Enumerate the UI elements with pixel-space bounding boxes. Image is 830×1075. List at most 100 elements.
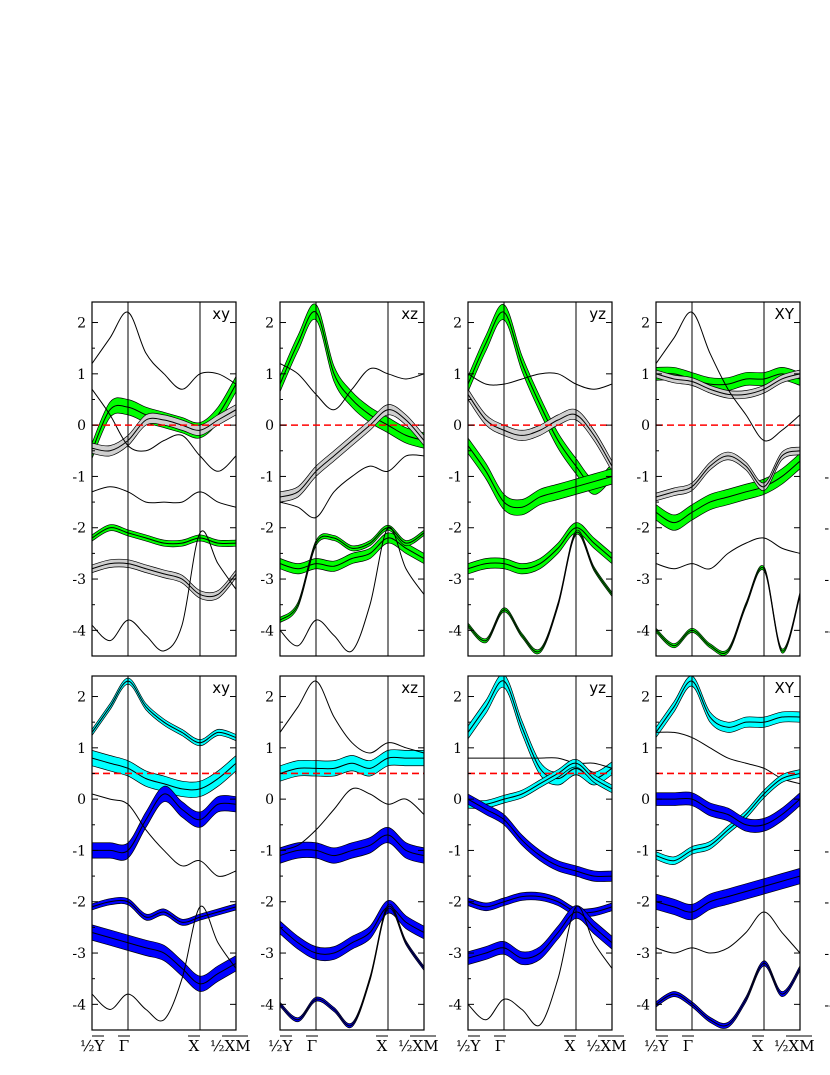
k-point-label: Γ [683, 1037, 693, 1055]
y-tick-label: -1 [260, 843, 274, 859]
y-tick-label: -1 [448, 843, 462, 859]
plot-area [92, 302, 236, 656]
band-line-2 [656, 373, 800, 396]
fatband-5 [656, 868, 800, 921]
orbital-label: xy [212, 305, 230, 323]
panels-group: -4-3-2-1012xy-4-3-2-1012xz-4-3-2-1012yz-… [72, 301, 830, 1031]
y-tick-label: -1 [636, 843, 650, 859]
k-point-label: ½Y [644, 1037, 670, 1055]
y-tick-label: 1 [265, 367, 274, 383]
y-tick-label: -1 [260, 469, 274, 485]
y-tick-label: 1 [77, 741, 86, 757]
band-line-1 [280, 311, 424, 442]
y-tick-label: -3 [72, 946, 86, 962]
y-tick-label: -4 [448, 623, 462, 639]
fatband-1 [280, 749, 424, 782]
y-tick-label: -1 [72, 843, 86, 859]
band-line-8 [92, 530, 236, 652]
panel-frame [655, 301, 801, 657]
y-tick-label: -4 [636, 997, 650, 1013]
orbital-label: XY [775, 679, 795, 697]
fatband-6 [280, 903, 424, 1029]
orbital-label: yz [589, 679, 606, 697]
y-tick-label: 2 [453, 690, 462, 706]
band-line-2 [468, 394, 612, 467]
k-point-label: Γ [307, 1037, 317, 1055]
band-line-7 [92, 562, 236, 598]
panel-frame [467, 675, 613, 1031]
y-tick-label: -2 [260, 895, 274, 911]
band-line-4 [656, 797, 800, 827]
orbital-label: xz [401, 305, 418, 323]
band-line-5 [656, 450, 800, 498]
k-point-label: ½Y [80, 1037, 106, 1055]
panel-frame [467, 301, 613, 657]
y-tick-label: 1 [77, 367, 86, 383]
band-line-7 [468, 905, 612, 1027]
band-line-5 [92, 486, 236, 508]
y-tick-label: 0 [77, 418, 86, 434]
k-point-label: ½Y [456, 1037, 482, 1055]
band-line-4 [92, 793, 236, 877]
y-tick-label: 2 [453, 316, 462, 332]
band-line-4 [468, 798, 612, 877]
y-tick-label: -4 [260, 997, 274, 1013]
band-line-6 [468, 911, 612, 959]
fatband-1 [468, 676, 612, 786]
band-panel-1: -4 -3 -2 -1 0 1 2 xy [72, 301, 237, 657]
y-tick-label: -3 [448, 946, 462, 962]
y-tick-label: 2 [77, 316, 86, 332]
band-line-7 [656, 567, 800, 654]
y-tick-label: 1 [453, 367, 462, 383]
y-tick-label: 2 [265, 316, 274, 332]
band-line-1 [656, 372, 800, 386]
band-line-2 [656, 731, 800, 785]
band-line-6 [656, 911, 800, 954]
band-line-1 [92, 757, 236, 791]
band-line-6 [280, 905, 424, 1027]
plot-area [468, 676, 612, 1030]
band-line-4 [280, 787, 424, 851]
y-tick-label: 2 [641, 690, 650, 706]
fatband-3 [280, 826, 424, 864]
y-tick-label: -2 [448, 521, 462, 537]
y-tick-label: -3 [636, 572, 650, 588]
band-line-4 [656, 460, 800, 524]
fatband-2 [92, 677, 236, 747]
y-tick-label: -1 [636, 469, 650, 485]
band-line-5 [280, 906, 424, 955]
y-tick-label: -3 [72, 572, 86, 588]
band-line-5 [468, 527, 612, 570]
band-line-4 [468, 445, 612, 509]
orbital-label: xz [401, 679, 418, 697]
band-panel-2: -4 -3 -2 -1 0 1 2 xz [260, 301, 425, 657]
band-line-6 [92, 527, 236, 545]
panel-frame [91, 301, 237, 657]
y-tick-label: -4 [636, 623, 650, 639]
panel-frame [655, 675, 801, 1031]
y-tick-label: -2 [824, 521, 830, 537]
band-line-3 [468, 762, 612, 806]
y-tick-label: -3 [448, 572, 462, 588]
fatband-5 [280, 900, 424, 962]
plot-area [656, 302, 800, 656]
band-line-2 [92, 680, 236, 744]
band-line-5 [280, 537, 424, 570]
y-tick-label: 0 [265, 418, 274, 434]
y-tick-label: -4 [824, 997, 830, 1013]
band-panel-6: -4 -3 -2 -1 0 1 2 xz [260, 675, 425, 1031]
panel-frame [279, 675, 425, 1031]
band-panel-8: -4 -3 -2 -1 0 1 2 XY [636, 675, 801, 1031]
plot-area [92, 676, 236, 1030]
band-line-7 [92, 905, 236, 1022]
band-panel-5: -4 -3 -2 -1 0 1 2 xy [72, 675, 237, 1031]
fatband-7 [92, 558, 236, 601]
band-line-5 [92, 899, 236, 923]
band-line-6 [656, 537, 800, 570]
k-point-label: ½Y [268, 1037, 294, 1055]
y-tick-label: -3 [636, 946, 650, 962]
band-panel-3: -4 -3 -2 -1 0 1 2 yz [448, 301, 613, 657]
